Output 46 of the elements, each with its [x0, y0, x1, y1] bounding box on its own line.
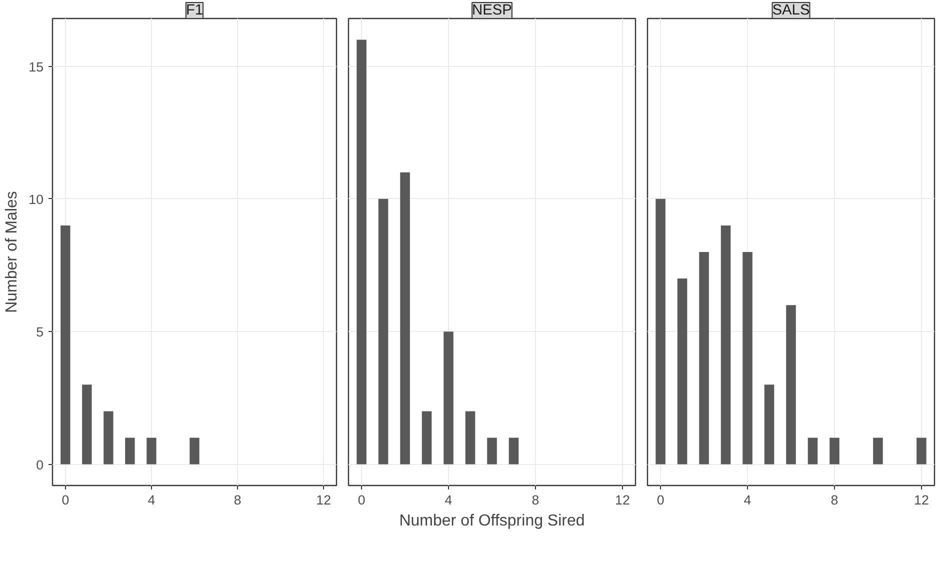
bar: [190, 438, 200, 464]
chart-title: NESP: [472, 2, 512, 18]
y-tick-label: 15: [28, 59, 44, 74]
x-tick-label: 0: [62, 492, 70, 508]
x-tick-label: 4: [444, 492, 453, 508]
bar: [146, 438, 156, 464]
x-tick-label: 12: [615, 492, 630, 508]
bar: [830, 438, 840, 464]
bar: [720, 225, 731, 464]
y-tick-label: 0: [36, 457, 44, 472]
x-tick-label: 12: [914, 492, 929, 508]
x-tick-label: 4: [148, 492, 156, 508]
bar: [487, 438, 497, 464]
bar: [104, 411, 114, 464]
bar: [508, 438, 519, 464]
x-tick-label: 4: [744, 492, 752, 508]
bar: [656, 198, 666, 464]
bar: [764, 384, 774, 464]
bar: [60, 225, 70, 464]
bar: [742, 252, 752, 464]
x-tick-label: 8: [532, 492, 540, 508]
x-tick-label: 0: [656, 492, 664, 508]
bar: [378, 198, 388, 464]
y-tick-label: 10: [28, 192, 44, 207]
bar: [400, 172, 410, 464]
x-tick-label: 8: [830, 492, 838, 508]
bar: [422, 411, 432, 464]
bar: [873, 438, 883, 464]
bar: [786, 305, 796, 464]
chart-title: SALS: [772, 2, 810, 18]
bar: [444, 332, 454, 464]
bar: [82, 384, 92, 464]
bar: [356, 40, 366, 464]
chart-title: F1: [186, 2, 204, 18]
y-tick-label: 5: [36, 324, 44, 340]
bar: [677, 278, 688, 464]
bar: [465, 411, 476, 464]
bar: [808, 438, 818, 464]
bar: [916, 438, 926, 464]
x-tick-label: 12: [316, 492, 332, 508]
x-tick-label: 0: [358, 492, 366, 508]
x-axis-title: Number of Offspring Sired: [399, 512, 585, 530]
bar: [125, 438, 135, 464]
x-tick-label: 8: [234, 492, 242, 508]
y-axis-title: Number of Males: [4, 191, 21, 313]
bar: [699, 252, 709, 464]
